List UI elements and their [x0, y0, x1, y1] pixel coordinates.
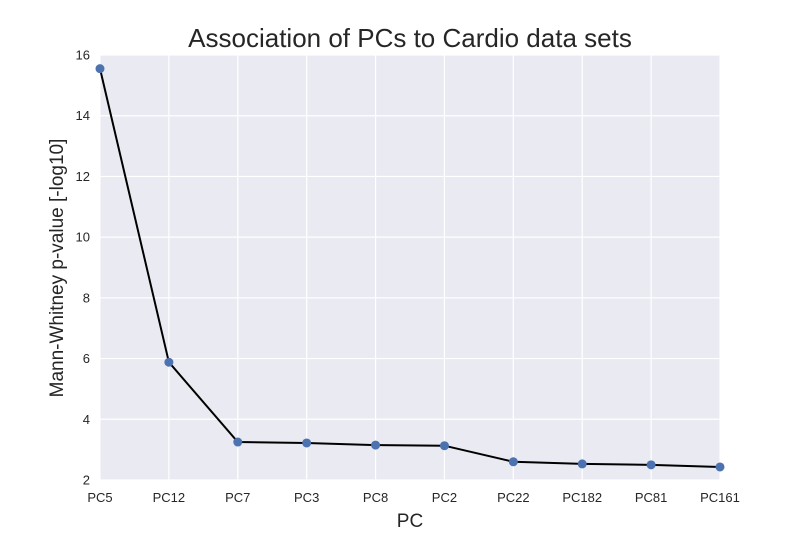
- y-tick-label: 6: [83, 351, 90, 366]
- data-point-pc5: [95, 64, 105, 74]
- y-tick-label: 10: [76, 230, 90, 245]
- data-point-pc182: [577, 459, 587, 469]
- data-point-pc8: [371, 440, 381, 450]
- x-tick-label: PC81: [635, 490, 668, 505]
- x-tick-label: PC161: [700, 490, 740, 505]
- y-tick-label: 2: [83, 473, 90, 488]
- x-axis-ticks: PC5 PC12 PC7 PC3 PC8 PC2 PC22 PC182 PC81 PC161: [87, 490, 740, 505]
- grid-lines: [99, 54, 721, 481]
- y-tick-label: 14: [76, 108, 90, 123]
- chart-title: Association of PCs to Cardio data sets: [188, 23, 632, 53]
- x-tick-label: PC8: [363, 490, 388, 505]
- y-tick-label: 16: [76, 48, 90, 63]
- x-tick-label: PC7: [225, 490, 250, 505]
- y-tick-label: 4: [83, 412, 90, 427]
- plot-area: [100, 55, 720, 480]
- x-tick-label: PC182: [562, 490, 602, 505]
- data-point-pc12: [164, 357, 174, 367]
- x-tick-label: PC3: [294, 490, 319, 505]
- x-tick-label: PC22: [497, 490, 530, 505]
- x-tick-label: PC12: [153, 490, 186, 505]
- data-point-pc161: [715, 462, 725, 472]
- data-point-pc7: [233, 437, 243, 447]
- data-point-pc3: [302, 438, 312, 448]
- y-tick-label: 12: [76, 169, 90, 184]
- data-points: [95, 64, 725, 472]
- y-tick-label: 8: [83, 290, 90, 305]
- y-axis-label: Mann-Whitney p-value [-log10]: [47, 139, 68, 398]
- data-point-pc22: [508, 457, 518, 467]
- series-line: [99, 68, 721, 468]
- x-tick-label: PC5: [87, 490, 112, 505]
- y-axis-ticks: 2 4 6 8 10 12 14 16: [76, 48, 90, 488]
- x-axis-label: PC: [397, 511, 423, 532]
- data-point-pc2: [439, 441, 449, 451]
- x-tick-label: PC2: [432, 490, 457, 505]
- data-point-pc81: [646, 460, 656, 470]
